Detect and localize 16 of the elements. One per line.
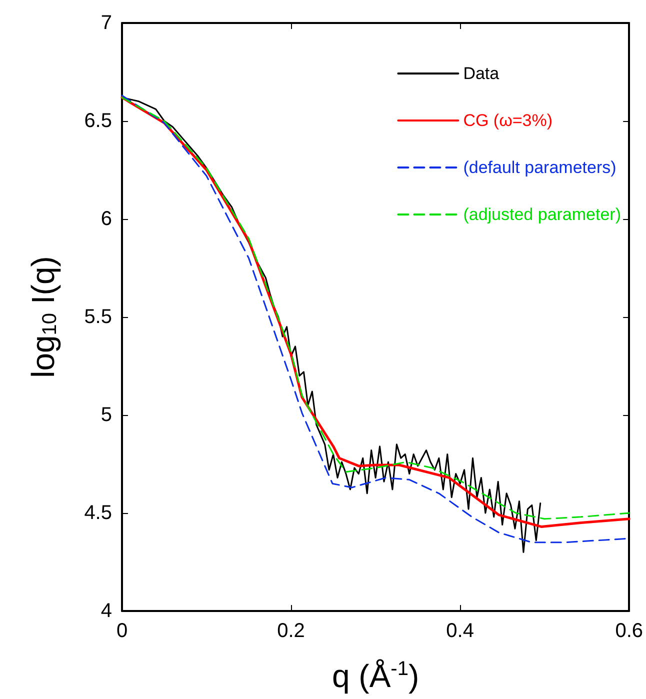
- legend-label: CG (ω=3%): [463, 111, 553, 130]
- x-tick-label: 0.6: [615, 620, 644, 642]
- x-tick-label: 0.2: [277, 620, 305, 642]
- legend-label: Data: [463, 64, 500, 83]
- x-tick-label: 0: [116, 620, 128, 642]
- legend-label: (adjusted parameter): [463, 205, 622, 224]
- y-axis-title: log10 I(q): [25, 256, 61, 378]
- y-tick-label: 5: [100, 404, 112, 426]
- y-tick-label: 5.5: [84, 306, 112, 328]
- y-tick-label: 7: [100, 12, 112, 34]
- y-tick-label: 4.5: [84, 502, 112, 524]
- y-tick-label: 6: [100, 208, 112, 230]
- x-tick-label: 0.4: [446, 620, 474, 642]
- legend-label: (default parameters): [463, 158, 616, 177]
- y-tick-label: 6.5: [84, 110, 112, 132]
- y-tick-label: 4: [100, 600, 112, 622]
